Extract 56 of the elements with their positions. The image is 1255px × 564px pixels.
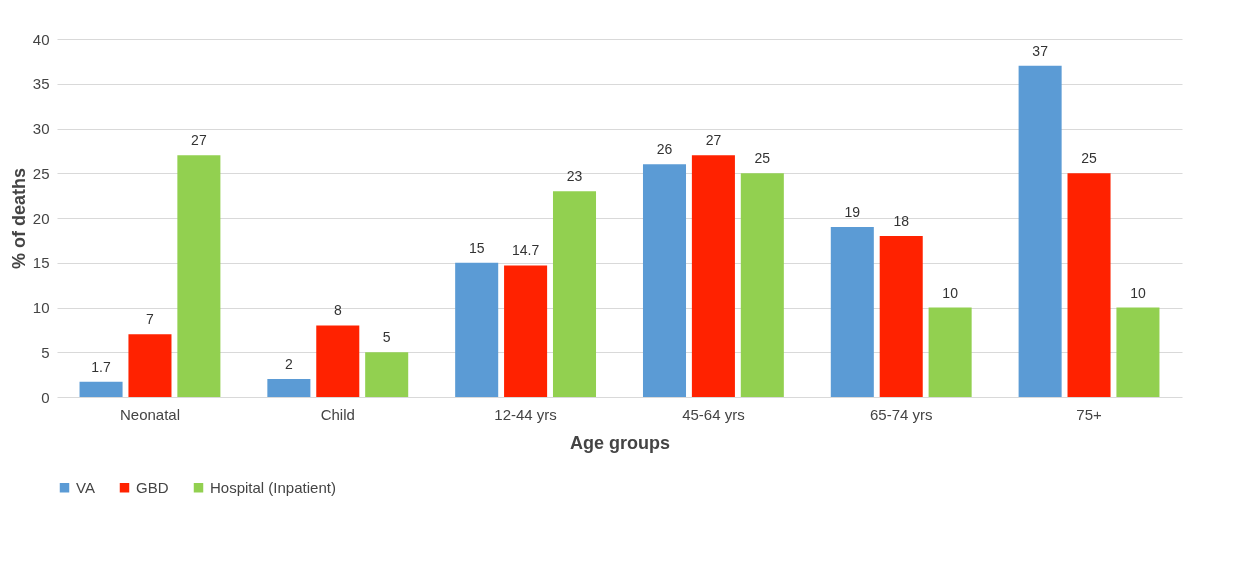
legend-label: VA — [76, 478, 95, 496]
bar — [879, 235, 923, 397]
bar — [455, 262, 499, 397]
bar — [267, 379, 311, 397]
x-tick-label: 12-44 yrs — [494, 405, 557, 423]
data-label: 10 — [942, 284, 959, 301]
bar — [316, 325, 360, 397]
y-tick-label: 30 — [32, 120, 50, 137]
x-tick-label: 45-64 yrs — [682, 405, 745, 423]
y-tick-label: 10 — [32, 299, 50, 316]
bar — [365, 352, 409, 397]
data-label: 7 — [146, 311, 155, 328]
bar — [642, 164, 687, 397]
bar — [1067, 173, 1111, 397]
y-tick-label: 5 — [41, 343, 50, 361]
x-tick-label: Neonatal — [119, 405, 180, 423]
data-label: 8 — [333, 302, 342, 319]
data-label: 14.7 — [511, 242, 540, 259]
data-label: 5 — [382, 329, 391, 346]
bar — [740, 173, 784, 397]
y-tick-label: 0 — [41, 388, 50, 406]
bar — [1018, 65, 1062, 397]
y-axis-title: % of deaths — [8, 167, 29, 270]
bar — [552, 191, 597, 397]
data-label: 10 — [1130, 284, 1146, 301]
data-label: 25 — [754, 150, 771, 167]
data-label: 37 — [1032, 42, 1049, 59]
data-label: 2 — [284, 356, 293, 373]
data-label: 26 — [656, 141, 673, 158]
data-label: 27 — [705, 132, 722, 149]
x-axis-title: Age groups — [569, 432, 671, 453]
bar — [691, 155, 735, 397]
y-tick-label: 35 — [32, 75, 50, 93]
bar — [504, 265, 548, 397]
data-label: 15 — [468, 239, 485, 256]
data-label: 23 — [566, 168, 583, 185]
data-label: 19 — [844, 203, 861, 220]
x-tick-label: Child — [320, 405, 355, 423]
bar — [830, 226, 874, 397]
data-label: 18 — [893, 212, 910, 229]
bar — [79, 381, 123, 397]
y-tick-label: 40 — [32, 30, 50, 48]
bar — [128, 334, 172, 397]
legend-label: Hospital (Inpatient) — [210, 478, 336, 496]
data-label: 25 — [1081, 150, 1098, 167]
bar — [1116, 307, 1160, 397]
data-label: 27 — [191, 132, 207, 149]
legend-label: GBD — [136, 478, 169, 496]
x-tick-label: 75+ — [1076, 405, 1102, 423]
data-label: 1.7 — [91, 358, 111, 375]
bar — [928, 307, 972, 397]
x-tick-label: 65-74 yrs — [869, 405, 933, 423]
y-tick-label: 20 — [32, 209, 50, 227]
y-tick-label: 25 — [32, 164, 50, 182]
y-tick-label: 15 — [32, 254, 50, 272]
bar — [177, 155, 221, 397]
